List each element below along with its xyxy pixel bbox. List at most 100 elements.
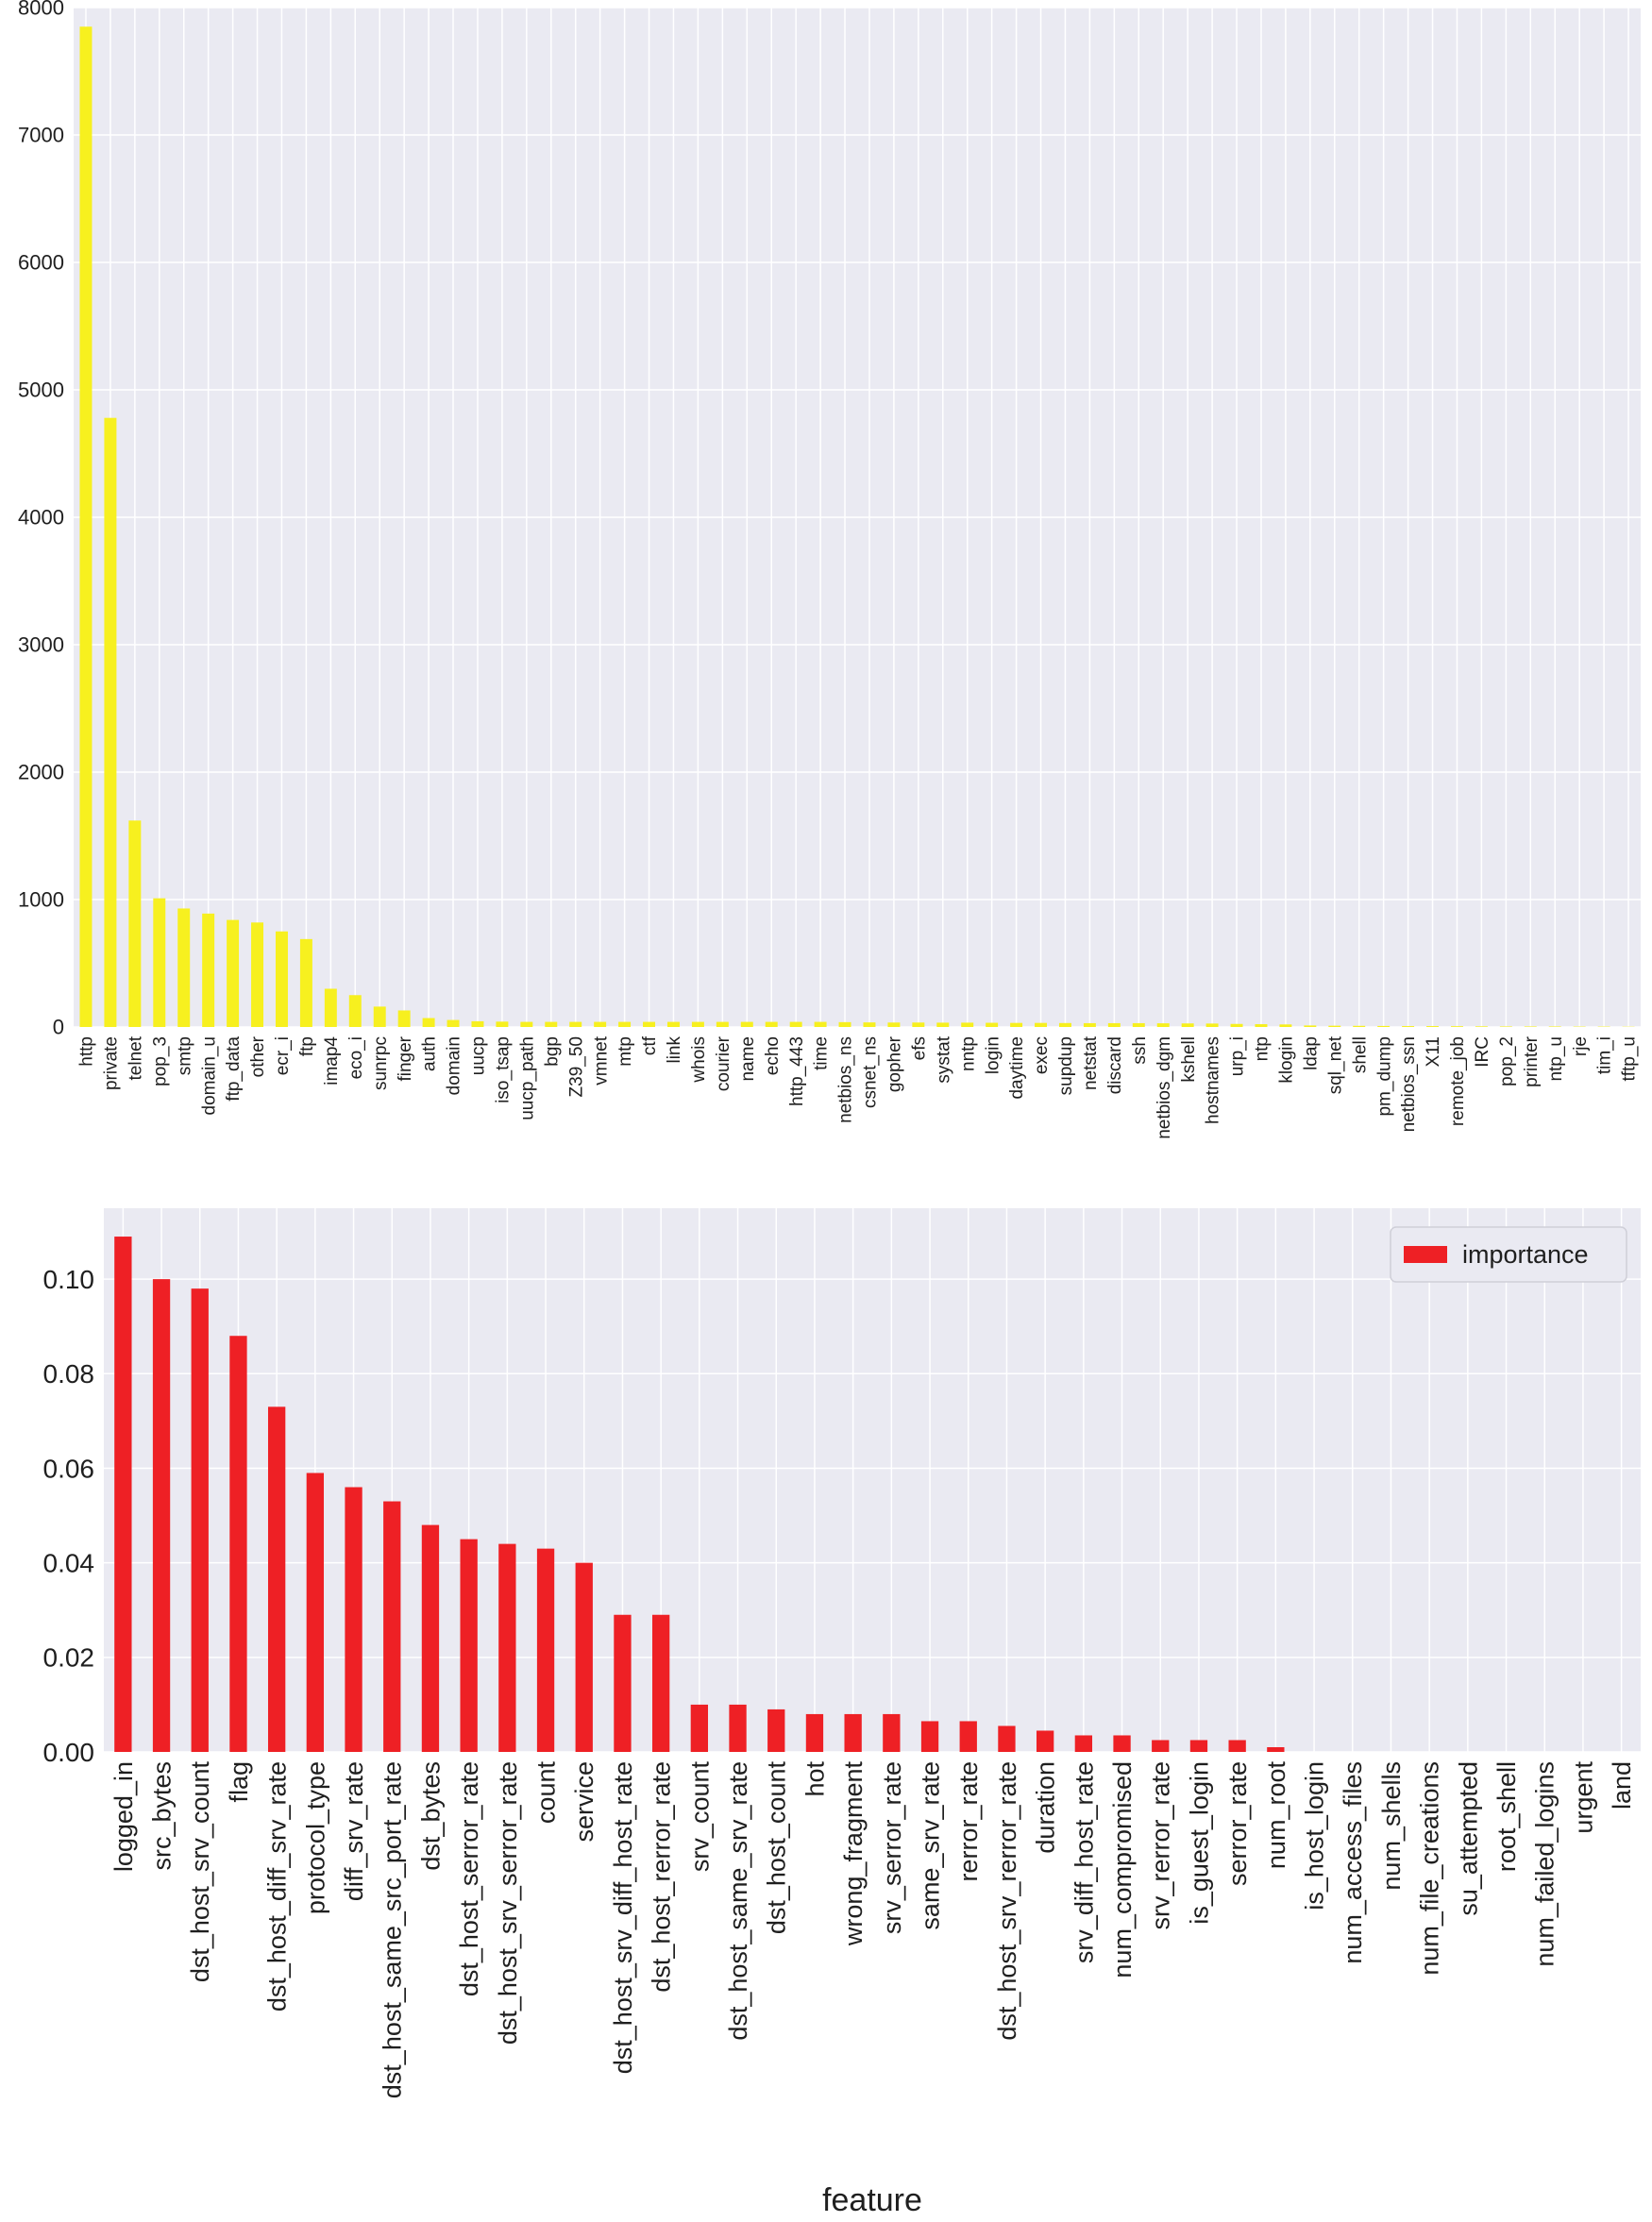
x-tick-label: courier [714,1035,733,1091]
bar [920,1721,939,1752]
bar [345,1487,362,1752]
bar [1036,1730,1054,1752]
bar [1267,1746,1285,1752]
y-tick-label: 0.02 [43,1643,95,1673]
bar [421,1524,440,1752]
bar [1113,1735,1131,1752]
bar [789,1021,802,1027]
x-tick-label: ecr_i [273,1036,293,1075]
x-tick-label: srv_serror_rate [878,1761,906,1934]
x-tick-label: protocol_type [301,1761,329,1914]
x-tick-label: X11 [1424,1036,1443,1067]
y-tick-label: 0.08 [43,1359,95,1389]
x-tick-label: src_bytes [148,1761,177,1871]
bar [1499,1026,1512,1027]
x-tick-label: urp_i [1228,1036,1248,1076]
x-tick-label: num_root [1262,1761,1290,1870]
x-tick-label: diff_srv_rate [340,1761,368,1901]
x-tick-label: discard [1105,1036,1125,1094]
bar [275,931,288,1027]
bar [1279,1024,1292,1027]
bar [716,1021,729,1027]
x-tick-label: flag [225,1761,253,1803]
x-tick-label: sunrpc [371,1036,391,1090]
x-tick-label: eco_i [346,1036,366,1079]
bar [998,1725,1016,1752]
x-tick-label: ntp_u [1546,1036,1566,1082]
bar [643,1021,656,1027]
y-tick-label: 0.06 [43,1454,95,1483]
bar [614,1614,632,1752]
x-tick-label: num_file_creations [1416,1761,1444,1976]
bar [536,1548,555,1752]
bar [202,913,215,1027]
x-tick-label: dst_host_diff_srv_rate [263,1761,292,2012]
x-tick-label: pm_dump [1374,1036,1394,1117]
x-tick-label: ftp_data [224,1036,244,1102]
bar [460,1539,478,1752]
bar [1304,1025,1317,1027]
legend: importance [1390,1226,1627,1283]
bar [229,1336,247,1752]
bar [1328,1025,1341,1027]
x-tick-label: tftp_u [1620,1036,1640,1082]
x-tick-label: exec [1032,1036,1052,1074]
x-tick-label: same_srv_rate [917,1761,945,1930]
x-tick-label: wrong_fragment [839,1761,868,1947]
x-tick-label: num_compromised [1108,1761,1137,1978]
bar [1353,1025,1366,1027]
bar [765,1021,778,1027]
bar [152,1279,171,1752]
x-tick-label: dst_host_count [763,1761,791,1935]
legend-label: importance [1462,1240,1589,1269]
bar [422,1018,435,1027]
bar [844,1713,862,1752]
bar [883,1713,901,1752]
x-tick-label: count [532,1761,561,1825]
plot-background [104,1208,1641,1752]
bar [348,995,362,1027]
x-tick-label: land [1608,1761,1636,1810]
y-tick-label: 0.04 [43,1548,95,1577]
bar [1083,1022,1096,1027]
x-tick-label: whois [689,1036,709,1084]
bar [545,1021,558,1027]
bar [912,1022,925,1027]
x-tick-label: other [248,1035,268,1077]
x-tick-label: uucp_path [517,1036,537,1120]
x-tick-label: iso_tsap [494,1036,514,1103]
x-tick-label: remote_job [1448,1036,1468,1126]
x-tick-label: name [738,1036,758,1082]
bar [498,1543,516,1752]
x-axis-label: feature [822,2182,922,2218]
bar [373,1006,386,1027]
x-tick-label: dst_host_srv_diff_host_rate [609,1761,637,2074]
bar [1107,1022,1121,1027]
legend-box [1390,1226,1627,1283]
x-tick-label: srv_count [685,1761,714,1873]
y-tick-label: 2000 [18,761,64,784]
y-tick-label: 1000 [18,888,64,912]
bar [805,1713,824,1752]
bar [1074,1735,1093,1752]
x-tick-label: domain_u [199,1036,219,1115]
bar [383,1501,401,1752]
x-tick-label: service [570,1761,598,1843]
bar [666,1021,680,1027]
x-tick-label: imap4 [322,1036,342,1086]
x-tick-label: nntp [958,1036,978,1071]
x-tick-label: dst_host_same_src_port_rate [379,1761,407,2098]
x-tick-label: urgent [1569,1761,1597,1834]
bar [1475,1026,1488,1027]
x-tick-label: dst_host_srv_rerror_rate [993,1761,1021,2041]
bar [447,1019,460,1027]
x-tick-label: shell [1350,1036,1370,1073]
bar [887,1022,901,1027]
bar [1228,1740,1246,1752]
x-tick-label: srv_rerror_rate [1147,1761,1175,1930]
x-tick-label: login [983,1036,1003,1074]
bar [767,1709,785,1752]
bar [740,1021,753,1027]
x-tick-label: supdup [1056,1036,1076,1095]
